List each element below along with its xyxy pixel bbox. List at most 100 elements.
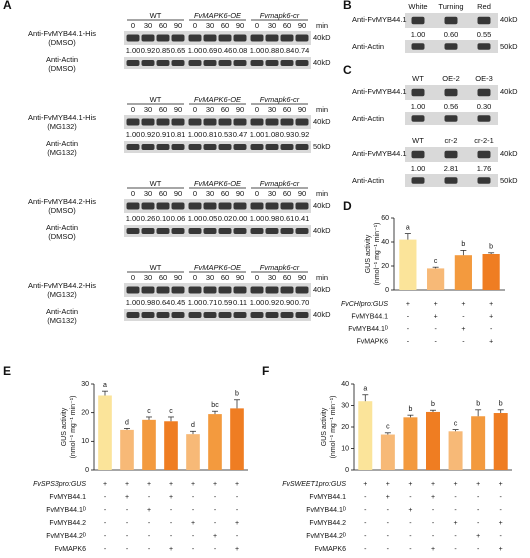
bar	[454, 255, 472, 290]
band-value: 0.60	[444, 30, 459, 39]
bar	[230, 408, 244, 470]
time-label: 60	[159, 105, 167, 114]
group-label: WT	[150, 11, 162, 20]
time-label: 60	[221, 189, 229, 198]
condition-sign: +	[169, 481, 173, 488]
band-value: 1.00	[411, 164, 426, 173]
time-label: 90	[174, 21, 182, 30]
condition-sign: +	[499, 520, 503, 527]
y-tick-label: 40	[341, 381, 349, 388]
bar	[98, 395, 112, 470]
condition-sign: -	[192, 494, 195, 501]
band-value: 0.11	[233, 298, 247, 307]
band	[188, 228, 202, 234]
band-value: 0.53	[218, 130, 233, 139]
condition-sign: -	[214, 507, 217, 514]
y-axis-label: GUS activity	[61, 407, 68, 446]
condition-sign: -	[214, 546, 217, 553]
condition-sign: -	[170, 507, 173, 514]
band	[411, 150, 425, 159]
band	[141, 312, 155, 318]
band-value: 0.06	[171, 214, 186, 223]
group-label: FvMAPK6-OE	[194, 179, 242, 188]
y-tick-label: 0	[385, 287, 389, 294]
band	[411, 115, 425, 122]
condition-sign: +	[125, 481, 129, 488]
band	[126, 202, 140, 210]
condition-sign: -	[104, 533, 107, 540]
band-value: 1.76	[477, 164, 492, 173]
y-tick-label: 20	[81, 410, 89, 417]
condition-sign: -	[407, 326, 410, 333]
condition-sign: -	[434, 338, 437, 345]
significance-letter: c	[147, 408, 151, 415]
group-label: Fvmapk6-cr	[260, 95, 300, 104]
band	[411, 43, 425, 50]
band-value: 2.81	[444, 164, 459, 173]
significance-letter: d	[191, 422, 195, 429]
time-label: 0	[255, 189, 259, 198]
band	[203, 312, 217, 318]
band-value: 0.08	[233, 46, 248, 55]
condition-sign: -	[409, 533, 412, 540]
band	[250, 60, 264, 66]
condition-sign: +	[386, 481, 390, 488]
lane-label: Turning	[438, 2, 463, 11]
band	[141, 118, 155, 126]
condition-sign: +	[213, 533, 217, 540]
band	[203, 286, 217, 294]
band	[477, 150, 491, 159]
significance-letter: d	[125, 419, 129, 426]
band	[126, 286, 140, 294]
band	[126, 228, 140, 234]
band-value: 1.00	[126, 214, 141, 223]
condition-sign: +	[235, 520, 239, 527]
blot-label: Anti-Actin	[46, 139, 78, 148]
band-value: 1.00	[188, 214, 203, 223]
condition-label: FvMYB44.1ᴰ	[306, 507, 346, 514]
blot	[124, 115, 311, 129]
y-tick-label: 10	[341, 445, 349, 452]
condition-sign: -	[192, 546, 195, 553]
kd-label: 40kD	[313, 226, 331, 235]
band	[295, 118, 309, 126]
band-value: 1.00	[188, 130, 203, 139]
blot-label: Anti-FvMYB44.1	[352, 149, 407, 158]
band	[218, 60, 232, 66]
band	[203, 228, 217, 234]
band	[126, 144, 140, 150]
band	[156, 312, 170, 318]
panel-letter: F	[262, 364, 269, 378]
condition-sign: +	[431, 481, 435, 488]
condition-sign: +	[169, 546, 173, 553]
condition-sign: +	[386, 494, 390, 501]
condition-sign: +	[431, 546, 435, 553]
condition-sign: +	[408, 481, 412, 488]
band	[265, 286, 279, 294]
bar	[399, 239, 417, 290]
y-axis-label: (nmol⁻¹ mg⁻¹ min⁻¹)	[70, 396, 77, 459]
significance-letter: b	[408, 406, 412, 413]
band	[171, 312, 185, 318]
time-label: 60	[283, 189, 291, 198]
condition-sign: +	[489, 313, 493, 320]
band	[218, 286, 232, 294]
group-label: FvMAPK6-OE	[194, 95, 242, 104]
condition-sign: +	[476, 481, 480, 488]
band	[218, 228, 232, 234]
band	[141, 34, 155, 42]
significance-letter: b	[235, 391, 239, 398]
band	[218, 202, 232, 210]
band	[218, 144, 232, 150]
blot-label: Anti-FvMYB44.2-His	[28, 197, 96, 206]
band	[171, 118, 185, 126]
blot	[124, 225, 311, 237]
band	[141, 144, 155, 150]
band	[295, 286, 309, 294]
band-value: 0.56	[444, 102, 459, 111]
condition-sign: +	[499, 481, 503, 488]
time-label: 30	[206, 189, 214, 198]
blot-label: (MG132)	[47, 316, 77, 325]
band-value: 0.98	[265, 214, 280, 223]
